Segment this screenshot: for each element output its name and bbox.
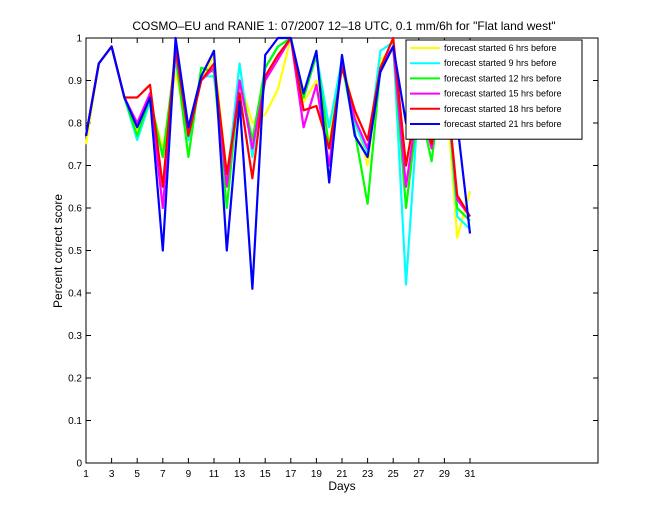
y-tick-label: 1 xyxy=(76,34,82,45)
x-tick-label: 13 xyxy=(234,469,246,480)
legend-entry: forecast started 9 hrs before xyxy=(444,58,557,68)
x-tick-label: 11 xyxy=(209,469,220,480)
x-tick-label: 17 xyxy=(285,469,297,480)
y-axis: 0 0.1 0.2 0.3 0.4 0.5 0.6 0.7 0.8 0.9 1 xyxy=(68,34,598,470)
y-tick-label: 0.5 xyxy=(68,246,82,257)
x-tick-label: 27 xyxy=(413,469,425,480)
x-tick-label: 29 xyxy=(439,469,451,480)
x-tick-label: 19 xyxy=(311,469,323,480)
y-tick-label: 0.7 xyxy=(68,161,82,172)
y-tick-label: 0.6 xyxy=(68,204,82,215)
y-tick-label: 0.8 xyxy=(68,119,82,130)
series-line-5 xyxy=(84,36,471,218)
y-tick-label: 0.1 xyxy=(68,416,82,427)
legend-entry: forecast started 21 hrs before xyxy=(444,119,562,129)
series-group xyxy=(84,36,472,290)
legend-entry: forecast started 12 hrs before xyxy=(444,73,562,83)
y-tick-label: 0.4 xyxy=(68,289,82,300)
legend: forecast started 6 hrs before forecast st… xyxy=(405,39,583,140)
x-tick-label: 3 xyxy=(109,469,115,480)
x-tick-label: 5 xyxy=(134,469,140,480)
x-tick-label: 15 xyxy=(260,469,272,480)
y-axis-title: Percent correct score xyxy=(51,194,65,308)
x-tick-label: 1 xyxy=(83,469,89,480)
x-tick-label: 23 xyxy=(362,469,374,480)
y-tick-label: 0.2 xyxy=(68,374,82,385)
x-tick-label: 31 xyxy=(464,469,476,480)
legend-box xyxy=(405,39,583,140)
x-tick-label: 25 xyxy=(388,469,400,480)
x-tick-label: 21 xyxy=(336,469,348,480)
x-tick-label: 7 xyxy=(160,469,166,480)
y-tick-label: 0.9 xyxy=(68,76,82,87)
y-tick-label: 0 xyxy=(76,459,82,470)
x-tick-label: 9 xyxy=(186,469,192,480)
legend-entry: forecast started 6 hrs before xyxy=(444,43,557,53)
chart-title: COSMO–EU and RANIE 1: 07/2007 12–18 UTC,… xyxy=(132,19,555,33)
x-axis-title: Days xyxy=(328,479,355,493)
legend-entry: forecast started 18 hrs before xyxy=(444,104,562,114)
x-axis: 1 3 5 7 9 11 13 15 17 19 21 23 25 27 29 31 xyxy=(83,38,476,480)
y-tick-label: 0.3 xyxy=(68,331,82,342)
legend-entry: forecast started 15 hrs before xyxy=(444,89,562,99)
